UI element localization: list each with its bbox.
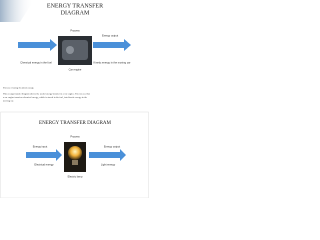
engine-detail [66,46,74,54]
label: Process [70,29,80,33]
label: Kinetic energy in the moving car [94,61,131,65]
arrow [93,39,131,51]
engine-detail [62,40,88,60]
title: ENERGY TRANSFER DIAGRAM [39,121,112,126]
page: ENERGY TRANSFER DIAGRAM Process Energy o… [0,0,149,198]
document: ENERGY TRANSFER DIAGRAM Process Energy o… [0,0,149,198]
label: Energy output [104,145,120,149]
text: a car engine transfers chemical energy, … [3,96,87,99]
title: DIAGRAM [61,10,90,16]
decor [0,0,34,22]
arrow [89,149,126,161]
label: Electrical energy [34,163,54,167]
label: Electric lamp [68,175,83,179]
label: Light energy [101,163,116,167]
arrow [26,149,62,161]
text: This energy transfer diagram shows the u… [3,93,90,96]
heading: Process of using chemical energy [3,87,35,90]
label: Energy input [33,145,48,149]
label: Energy output [102,34,118,38]
bulb [68,146,82,160]
label: Process [70,135,80,139]
arrow [18,39,57,51]
label: Chemical energy in the fuel [20,61,52,65]
bulb-base [72,160,78,165]
text: moving car. [3,100,14,103]
title: ENERGY TRANSFER [47,3,103,9]
label: Car engine [69,68,82,72]
